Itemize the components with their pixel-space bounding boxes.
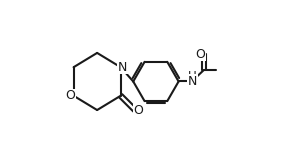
Text: N: N <box>118 61 127 74</box>
Text: O: O <box>134 103 144 117</box>
Text: O: O <box>195 48 205 61</box>
Text: H: H <box>188 70 197 83</box>
Text: N: N <box>188 75 197 88</box>
Text: O: O <box>66 89 75 102</box>
